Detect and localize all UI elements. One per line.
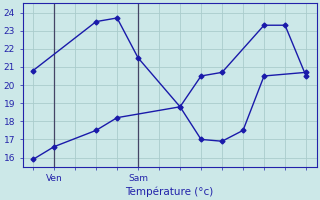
X-axis label: Température (°c): Température (°c)	[125, 186, 214, 197]
